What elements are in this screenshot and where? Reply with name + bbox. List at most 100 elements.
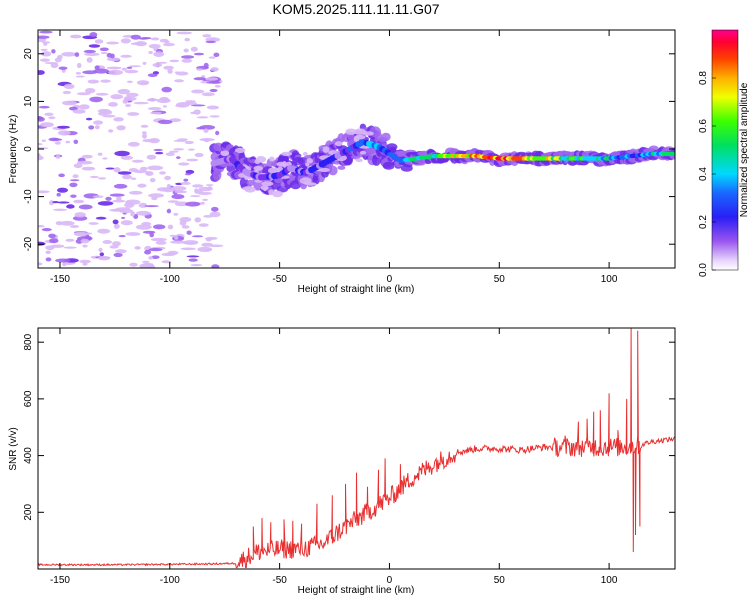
noise-speckle — [151, 196, 158, 201]
noise-speckle — [108, 102, 118, 107]
noise-speckle — [70, 34, 82, 39]
noise-speckle — [98, 177, 106, 180]
noise-speckle — [183, 240, 199, 245]
noise-speckle — [62, 261, 67, 267]
noise-speckle — [38, 190, 50, 194]
noise-speckle — [62, 90, 72, 95]
noise-speckle — [78, 204, 93, 210]
noise-speckle — [198, 223, 209, 227]
noise-speckle — [183, 48, 189, 53]
noise-speckle — [144, 249, 152, 255]
noise-speckle — [125, 232, 141, 236]
noise-speckle — [164, 40, 170, 44]
ridge-halo — [337, 165, 346, 170]
noise-speckle — [211, 206, 219, 212]
noise-speckle — [38, 155, 44, 161]
noise-speckle — [180, 181, 191, 185]
noise-speckle — [38, 116, 45, 122]
noise-speckle — [134, 246, 141, 250]
noise-speckle — [169, 234, 177, 237]
noise-speckle — [179, 217, 192, 222]
noise-speckle — [40, 122, 54, 128]
noise-speckle — [124, 69, 139, 74]
noise-speckle — [138, 202, 148, 208]
noise-speckle — [113, 223, 120, 229]
noise-speckle — [140, 124, 149, 128]
noise-speckle — [215, 130, 220, 136]
noise-speckle — [174, 79, 184, 83]
noise-speckle — [190, 195, 201, 198]
ridge-scatter — [268, 167, 280, 174]
noise-speckle — [205, 77, 218, 81]
noise-speckle — [111, 208, 120, 212]
noise-speckle — [113, 183, 128, 189]
noise-speckle — [176, 31, 193, 35]
noise-speckle — [56, 192, 61, 197]
ridge-scatter — [220, 150, 230, 157]
noise-speckle — [130, 34, 141, 40]
ridge-scatter — [261, 181, 274, 187]
noise-speckle — [181, 58, 193, 63]
noise-speckle — [148, 193, 164, 198]
noise-speckle — [82, 244, 88, 248]
spectrogram-y-axis: -20 -10 0 10 20 — [23, 48, 675, 251]
noise-speckle — [194, 217, 202, 223]
noise-speckle — [102, 240, 113, 244]
y-tick-label: 200 — [23, 504, 34, 521]
noise-speckle — [38, 262, 43, 266]
noise-speckle — [100, 109, 113, 115]
ridge-scatter — [254, 179, 263, 183]
noise-speckle — [191, 89, 205, 94]
noise-speckle — [83, 49, 96, 54]
x-tick-label: -150 — [50, 274, 70, 285]
noise-speckle — [65, 238, 75, 242]
noise-speckle — [116, 125, 126, 131]
noise-speckle — [205, 40, 216, 44]
noise-speckle — [93, 120, 103, 125]
noise-speckle — [129, 262, 138, 267]
noise-speckle — [148, 256, 154, 260]
noise-speckle — [78, 104, 90, 110]
noise-speckle — [75, 72, 82, 75]
ridge-scatter — [334, 141, 343, 147]
noise-speckle — [130, 211, 136, 217]
noise-speckle — [66, 204, 75, 209]
ridge-scatter — [268, 189, 274, 196]
noise-speckle — [86, 57, 93, 63]
ridge-scatter — [319, 167, 330, 173]
noise-speckle — [122, 99, 129, 104]
noise-speckle — [58, 66, 68, 70]
noise-speckle — [86, 117, 93, 121]
noise-speckle — [211, 264, 220, 268]
noise-speckle — [44, 112, 54, 117]
noise-speckle — [191, 235, 204, 238]
x-tick-label: -150 — [50, 575, 70, 586]
noise-speckle — [162, 105, 167, 108]
colorbar-tick-label: 0.6 — [698, 119, 709, 133]
ridge-scatter — [302, 151, 308, 156]
noise-speckle — [203, 215, 214, 218]
noise-speckle — [203, 128, 209, 133]
noise-speckle — [166, 183, 171, 189]
noise-speckle — [173, 148, 185, 151]
noise-speckle — [181, 225, 190, 229]
noise-speckle — [142, 138, 156, 143]
noise-speckle — [59, 220, 75, 226]
noise-speckle — [72, 215, 88, 221]
noise-speckle — [180, 247, 196, 251]
noise-speckle — [210, 67, 219, 72]
noise-speckle — [72, 174, 79, 179]
noise-speckle — [167, 69, 173, 74]
noise-speckle — [117, 88, 130, 95]
noise-speckle — [153, 148, 163, 152]
noise-speckle — [135, 41, 147, 47]
noise-speckle — [169, 150, 179, 153]
noise-speckle — [81, 166, 96, 171]
noise-speckle — [173, 212, 179, 216]
noise-speckle — [120, 220, 133, 226]
noise-speckle — [72, 109, 86, 114]
noise-speckle — [207, 186, 213, 191]
noise-speckle — [167, 250, 179, 255]
noise-speckle — [95, 216, 107, 220]
noise-speckle — [55, 221, 63, 226]
